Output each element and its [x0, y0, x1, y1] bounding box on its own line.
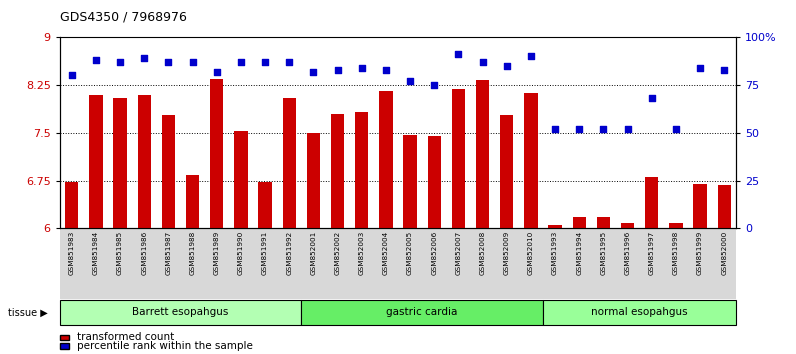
Point: [669, 126, 682, 132]
Text: GSM852004: GSM852004: [383, 230, 389, 275]
Text: GSM851993: GSM851993: [552, 230, 558, 275]
Text: GSM851998: GSM851998: [673, 230, 679, 275]
Text: GSM851999: GSM851999: [697, 230, 703, 275]
Text: GSM852009: GSM852009: [504, 230, 509, 275]
Text: GSM852000: GSM852000: [721, 230, 728, 275]
Point: [476, 59, 489, 65]
Text: percentile rank within the sample: percentile rank within the sample: [77, 341, 253, 351]
Point: [718, 67, 731, 73]
Text: GSM852008: GSM852008: [479, 230, 486, 275]
Point: [331, 67, 344, 73]
Point: [65, 73, 78, 78]
Text: GSM851989: GSM851989: [214, 230, 220, 275]
Bar: [162, 115, 175, 228]
Text: GSM852006: GSM852006: [431, 230, 437, 275]
Bar: [114, 98, 127, 228]
Bar: [331, 114, 344, 228]
Text: GSM851994: GSM851994: [576, 230, 582, 275]
Bar: [669, 223, 682, 228]
Text: normal esopahgus: normal esopahgus: [591, 307, 688, 318]
Bar: [717, 185, 731, 228]
Text: GSM851997: GSM851997: [649, 230, 655, 275]
Text: GSM851995: GSM851995: [600, 230, 607, 275]
Point: [428, 82, 441, 88]
Text: GSM851984: GSM851984: [93, 230, 99, 275]
Point: [283, 59, 295, 65]
Point: [404, 78, 416, 84]
Text: GSM852007: GSM852007: [455, 230, 462, 275]
Bar: [259, 182, 271, 228]
Point: [114, 59, 127, 65]
FancyBboxPatch shape: [543, 300, 736, 325]
Text: GSM852003: GSM852003: [359, 230, 365, 275]
Text: GSM852001: GSM852001: [310, 230, 317, 275]
Text: tissue ▶: tissue ▶: [8, 307, 48, 318]
Point: [235, 59, 248, 65]
Bar: [306, 133, 320, 228]
Point: [259, 59, 271, 65]
Text: GSM852005: GSM852005: [407, 230, 413, 275]
Text: transformed count: transformed count: [77, 332, 174, 342]
Point: [186, 59, 199, 65]
Bar: [525, 93, 537, 228]
Text: GSM852010: GSM852010: [528, 230, 534, 275]
Point: [210, 69, 223, 74]
Text: GDS4350 / 7968976: GDS4350 / 7968976: [60, 11, 186, 24]
Bar: [621, 223, 634, 228]
Bar: [452, 90, 465, 228]
Bar: [645, 177, 658, 228]
Point: [90, 57, 103, 63]
Point: [307, 69, 320, 74]
FancyBboxPatch shape: [302, 300, 543, 325]
Text: GSM851992: GSM851992: [287, 230, 292, 275]
Text: GSM851987: GSM851987: [166, 230, 171, 275]
Bar: [234, 131, 248, 228]
Text: GSM851990: GSM851990: [238, 230, 244, 275]
Point: [162, 59, 175, 65]
Bar: [89, 95, 103, 228]
Bar: [500, 115, 513, 228]
Point: [573, 126, 586, 132]
Bar: [379, 91, 392, 228]
Bar: [138, 95, 151, 228]
Text: GSM851996: GSM851996: [625, 230, 630, 275]
Point: [525, 53, 537, 59]
Bar: [404, 135, 417, 228]
Bar: [693, 184, 707, 228]
Text: GSM851983: GSM851983: [68, 230, 75, 275]
Point: [548, 126, 561, 132]
Point: [597, 126, 610, 132]
Bar: [65, 182, 79, 228]
Text: GSM851986: GSM851986: [141, 230, 147, 275]
Point: [621, 126, 634, 132]
Point: [452, 52, 465, 57]
Bar: [548, 225, 562, 228]
Text: GSM851991: GSM851991: [262, 230, 268, 275]
FancyBboxPatch shape: [60, 300, 302, 325]
Bar: [572, 217, 586, 228]
Text: GSM851985: GSM851985: [117, 230, 123, 275]
Bar: [476, 80, 490, 228]
Point: [693, 65, 706, 70]
Text: GSM851988: GSM851988: [189, 230, 196, 275]
Text: GSM852002: GSM852002: [334, 230, 341, 275]
Point: [380, 67, 392, 73]
Text: gastric cardia: gastric cardia: [387, 307, 458, 318]
Point: [138, 55, 150, 61]
Point: [646, 96, 658, 101]
Point: [501, 63, 513, 69]
Bar: [283, 98, 296, 228]
Bar: [427, 136, 441, 228]
Bar: [186, 176, 199, 228]
Bar: [597, 217, 610, 228]
Bar: [210, 79, 224, 228]
Point: [355, 65, 368, 70]
Bar: [355, 112, 369, 228]
Text: Barrett esopahgus: Barrett esopahgus: [132, 307, 228, 318]
